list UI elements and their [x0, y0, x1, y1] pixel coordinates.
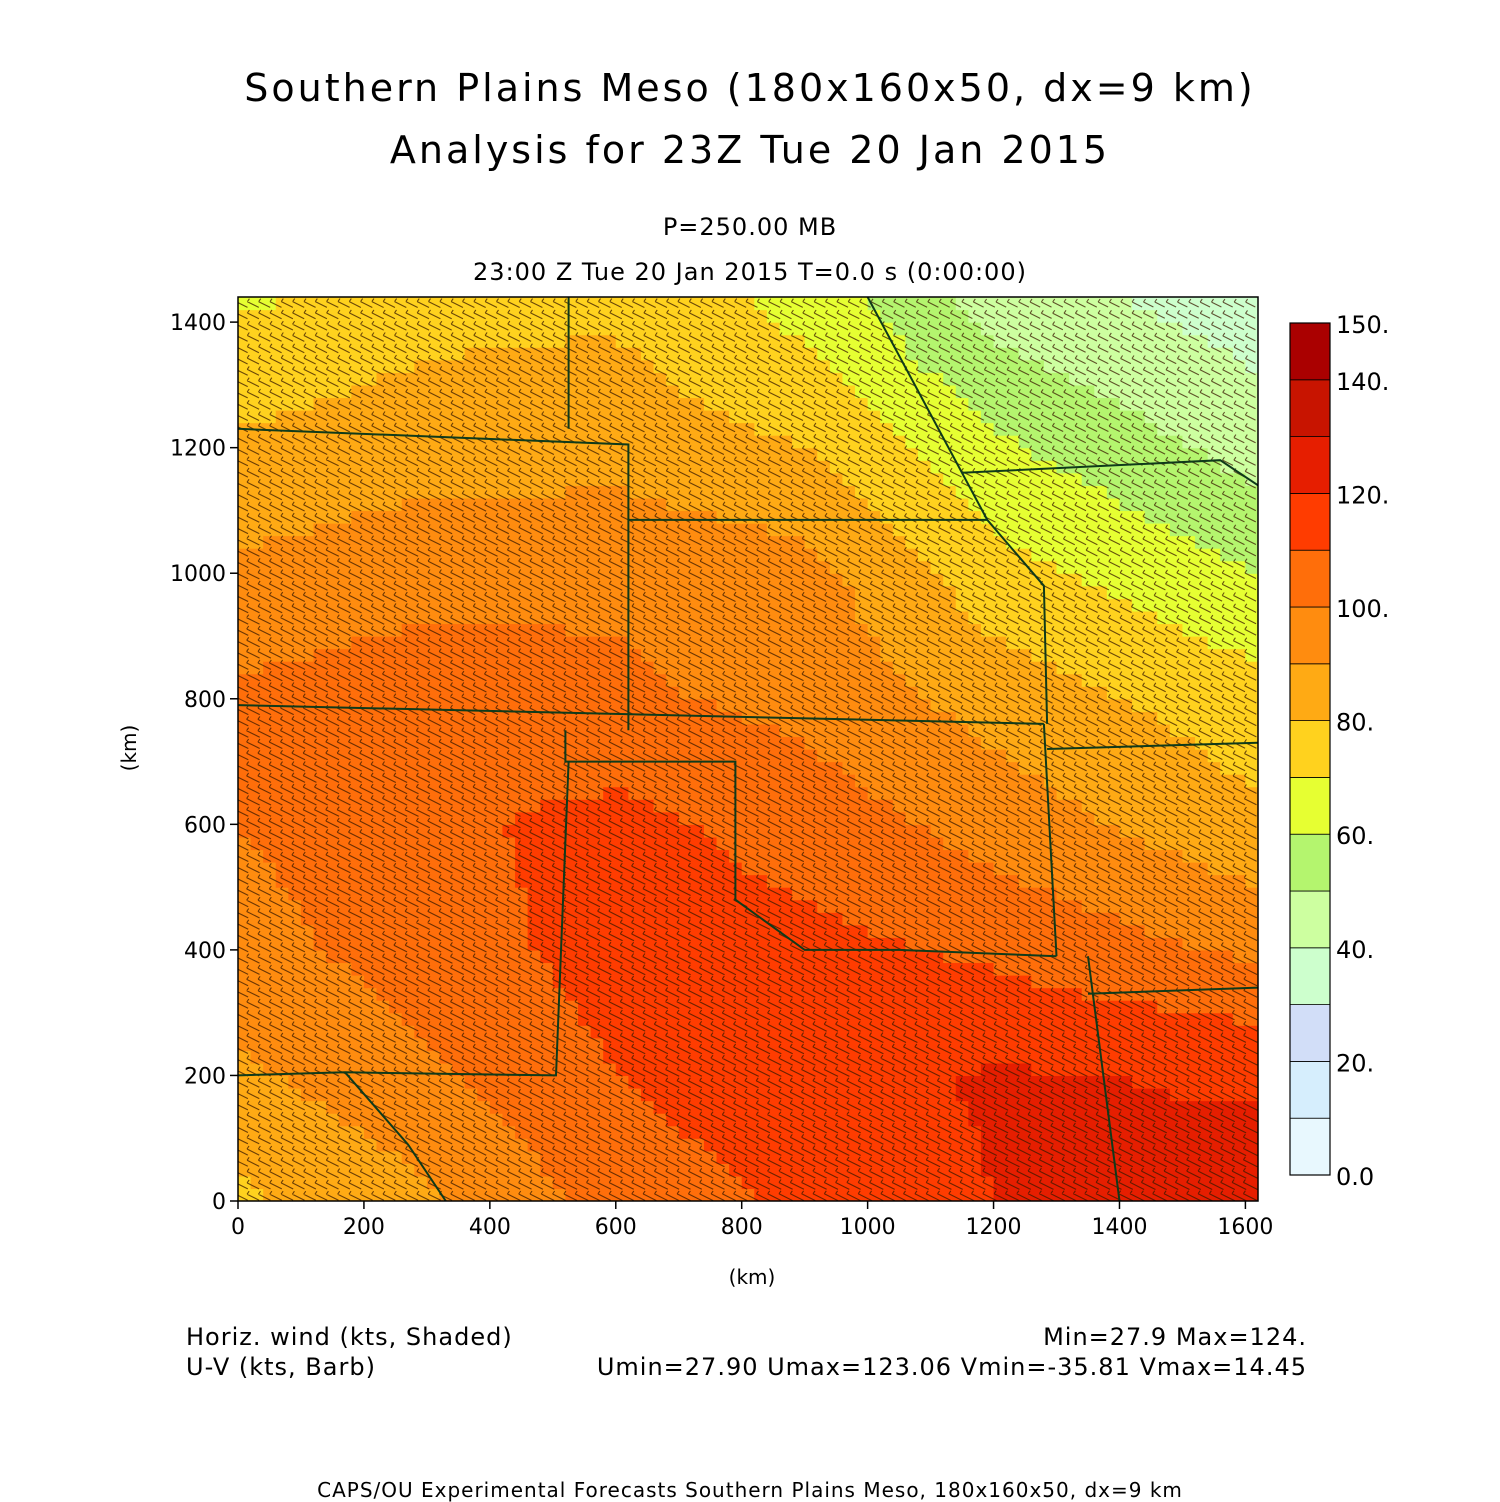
colorbar-bin-5 [1290, 834, 1330, 891]
x-tick-label-1: 200 [343, 1215, 385, 1240]
colorbar-label-3: 60. [1336, 822, 1374, 850]
x-tick-label-7: 1400 [1091, 1215, 1147, 1240]
colorbar-bin-4 [1290, 891, 1330, 948]
colorbar-bin-1 [1290, 1061, 1330, 1118]
colorbar-bin-13 [1290, 380, 1330, 437]
y-tick-label-0: 0 [212, 1190, 226, 1215]
y-axis-label: (km) [117, 725, 141, 772]
colorbar-label-1: 20. [1336, 1049, 1374, 1077]
colorbar-bin-9 [1290, 607, 1330, 664]
y-tick-label-3: 600 [184, 813, 226, 838]
colorbar-bin-6 [1290, 777, 1330, 834]
y-tick-label-7: 1400 [170, 311, 226, 336]
colorbar-bin-11 [1290, 493, 1330, 550]
y-tick-label-1: 200 [184, 1064, 226, 1089]
y-tick-label-2: 400 [184, 939, 226, 964]
colorbar-label-7: 140. [1336, 368, 1389, 396]
colorbar-label-8: 150. [1336, 311, 1389, 339]
x-tick-label-5: 1000 [840, 1215, 896, 1240]
colorbar-bin-0 [1290, 1118, 1330, 1175]
colorbar: 0.0 20. 40. 60. 80. 100. 120. 140. 150. [1290, 311, 1389, 1191]
y-tick-label-4: 800 [184, 688, 226, 713]
colorbar-label-2: 40. [1336, 936, 1374, 964]
x-axis: 0 200 400 600 800 1000 1200 1400 1600 [231, 1201, 1273, 1240]
min-max-values: Min=27.9 Max=124. [1043, 1323, 1307, 1351]
x-axis-label: (km) [729, 1265, 776, 1289]
colorbar-bin-7 [1290, 721, 1330, 778]
field-description-shaded: Horiz. wind (kts, Shaded) [186, 1323, 513, 1351]
x-tick-label-2: 400 [469, 1215, 511, 1240]
x-tick-label-0: 0 [231, 1215, 245, 1240]
wind-speed-field [238, 297, 1259, 1202]
colorbar-bin-14 [1290, 323, 1330, 380]
x-tick-label-8: 1600 [1217, 1215, 1273, 1240]
colorbar-label-0: 0.0 [1336, 1163, 1374, 1191]
x-tick-label-4: 800 [721, 1215, 763, 1240]
credit-line: CAPS/OU Experimental Forecasts Southern … [0, 1478, 1500, 1502]
colorbar-label-5: 100. [1336, 595, 1389, 623]
colorbar-bin-2 [1290, 1005, 1330, 1062]
colorbar-label-6: 120. [1336, 481, 1389, 509]
y-tick-label-5: 1000 [170, 562, 226, 587]
uv-statistics: Umin=27.90 Umax=123.06 Vmin=-35.81 Vmax=… [597, 1353, 1307, 1381]
colorbar-bin-12 [1290, 437, 1330, 494]
colorbar-bin-8 [1290, 664, 1330, 721]
y-axis: 0 200 400 600 800 1000 1200 1400 [170, 311, 238, 1215]
x-tick-label-6: 1200 [966, 1215, 1022, 1240]
colorbar-label-4: 80. [1336, 709, 1374, 737]
y-tick-label-6: 1200 [170, 437, 226, 462]
field-description-barb: U-V (kts, Barb) [186, 1353, 376, 1381]
x-tick-label-3: 600 [595, 1215, 637, 1240]
colorbar-bin-3 [1290, 948, 1330, 1005]
colorbar-bin-10 [1290, 550, 1330, 607]
